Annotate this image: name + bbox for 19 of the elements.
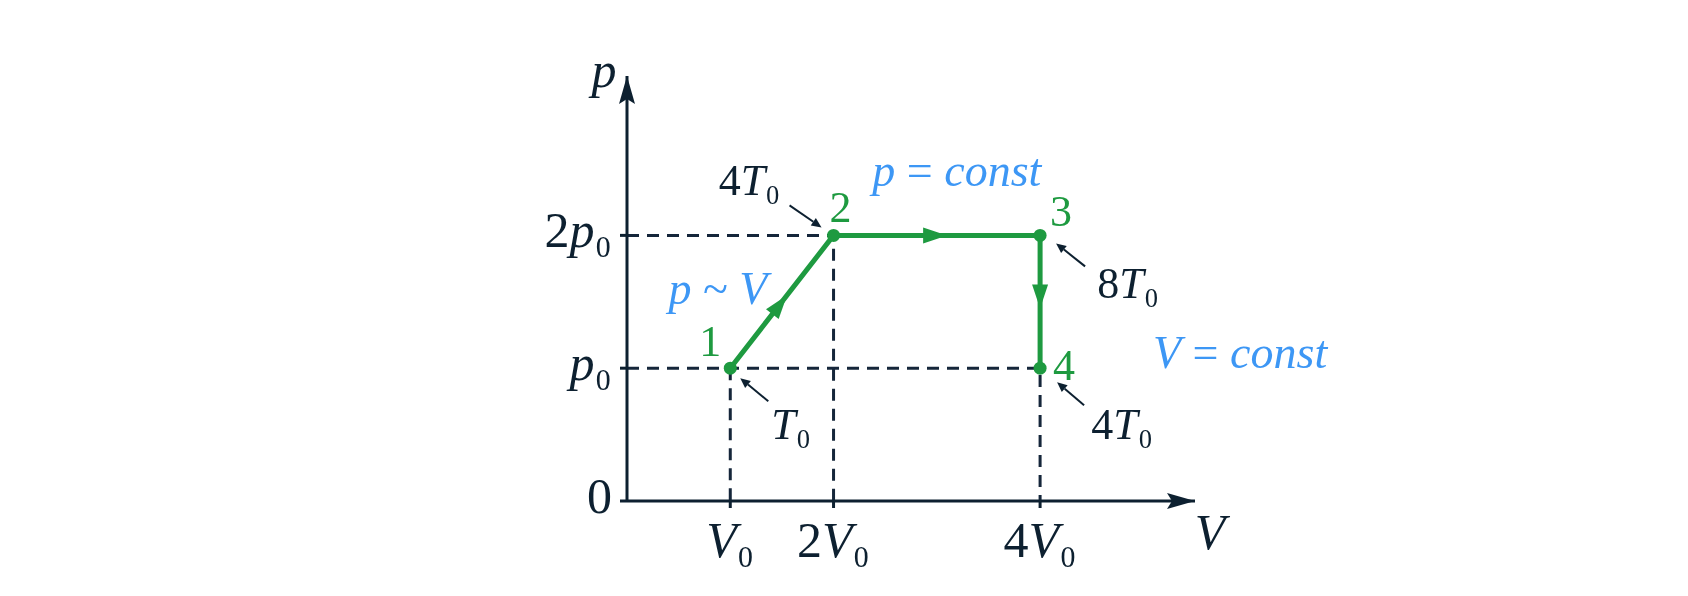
- annotation: 4: [1053, 340, 1076, 390]
- x-tick-label: 4V₀: [1003, 512, 1077, 568]
- annotation: 4T₀: [1091, 399, 1154, 449]
- x-tick-label: 2V₀: [797, 512, 871, 568]
- annotation: T₀: [771, 399, 812, 449]
- annotation: 2: [829, 182, 852, 232]
- x-tick-label: V₀: [706, 512, 755, 568]
- y-tick-label: 0: [587, 468, 612, 524]
- y-tick-label: 2p₀: [544, 202, 612, 259]
- x-axis-title: V: [1194, 504, 1231, 560]
- annotation: 3: [1050, 186, 1073, 236]
- annotation: 1: [699, 316, 722, 366]
- annotation: p ~ V: [665, 262, 773, 314]
- y-tick-label: p₀: [566, 335, 612, 392]
- annotation: 4T₀: [718, 155, 781, 205]
- y-axis-title: p: [588, 42, 617, 98]
- annotation: p = const: [869, 144, 1043, 196]
- annotation: V = const: [1153, 326, 1329, 378]
- annotation: 8T₀: [1097, 258, 1160, 308]
